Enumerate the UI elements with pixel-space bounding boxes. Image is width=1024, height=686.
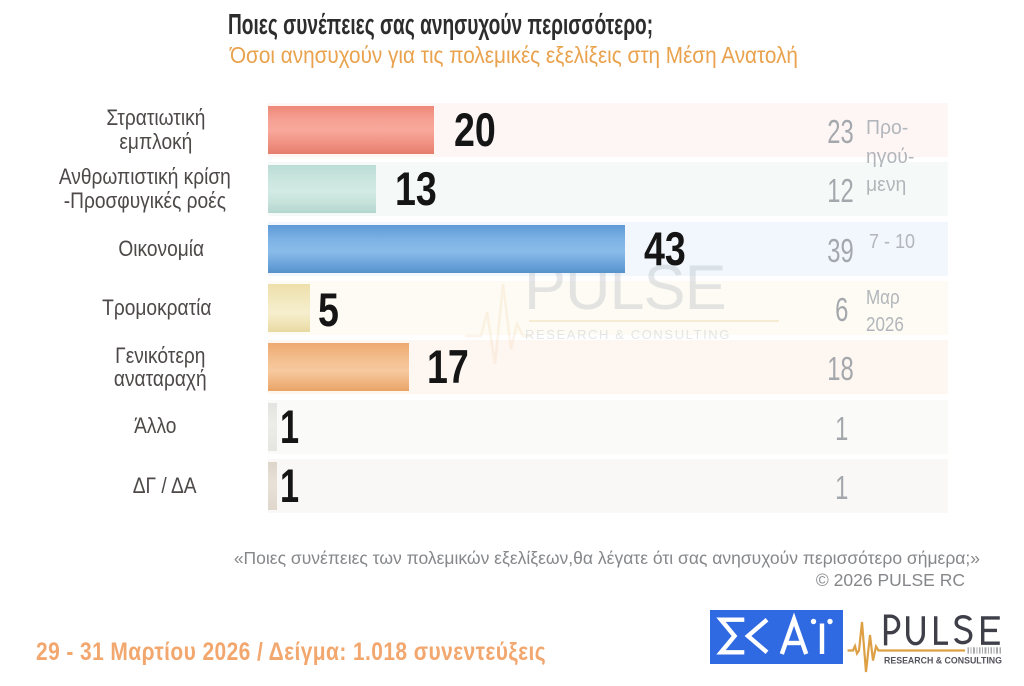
svg-text:RESEARCH & CONSULTING: RESEARCH & CONSULTING <box>884 656 1002 666</box>
